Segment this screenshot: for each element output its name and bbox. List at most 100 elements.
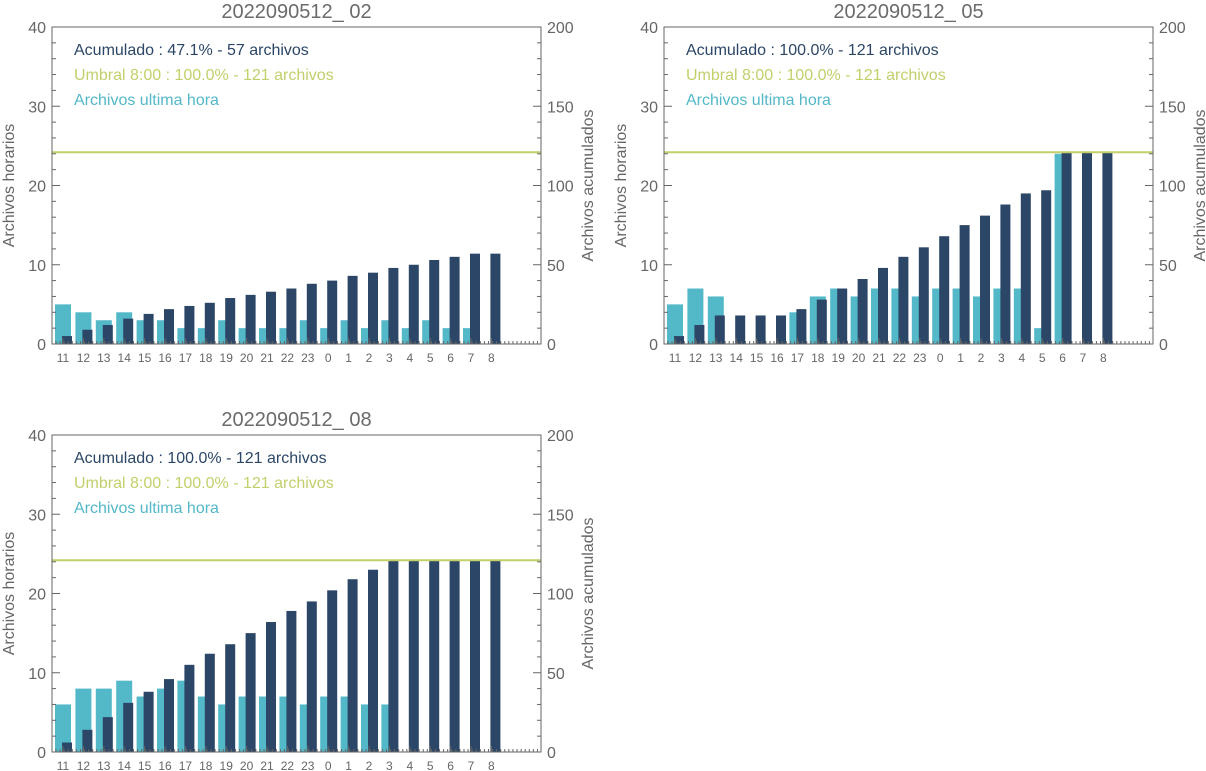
x-tick-label: 7 [1080, 351, 1087, 365]
x-tick-label: 18 [199, 351, 213, 365]
x-tick-label: 20 [240, 351, 254, 365]
cumulative-bar [388, 560, 399, 752]
x-tick-label: 5 [427, 759, 434, 771]
x-tick-label: 11 [57, 351, 70, 365]
x-tick-label: 23 [301, 759, 315, 771]
x-tick-label: 3 [386, 351, 393, 365]
right-axis-label: Archivos acumulados [580, 109, 597, 261]
cumulative-bar [82, 729, 93, 752]
x-tick-label: 6 [447, 351, 454, 365]
x-tick-label: 1 [957, 351, 964, 365]
cumulative-bar [286, 610, 297, 752]
cumulative-bar [694, 324, 705, 344]
x-tick-label: 17 [179, 759, 193, 771]
cumulative-bar [980, 215, 990, 344]
chart-title: 2022090512_ 08 [221, 409, 371, 431]
cumulative-bar [62, 742, 72, 752]
cumulative-bar [959, 225, 970, 344]
cumulative-bar [123, 702, 134, 752]
x-tick-label: 22 [281, 351, 295, 365]
cumulative-bar [347, 579, 358, 752]
cumulative-bar [204, 653, 215, 752]
cumulative-bar [164, 679, 174, 752]
x-tick-label: 2 [366, 351, 373, 365]
right-tick-label: 100 [547, 179, 574, 196]
x-tick-label: 16 [770, 351, 784, 365]
legend-entry: Acumulado : 100.0% - 121 archivos [74, 450, 327, 467]
cumulative-bar [1061, 152, 1072, 344]
x-tick-label: 3 [998, 351, 1005, 365]
x-tick-label: 5 [427, 351, 434, 365]
cumulative-bar [306, 601, 317, 752]
x-tick-label: 1 [345, 351, 352, 365]
right-tick-label: 100 [547, 587, 574, 604]
x-tick-label: 17 [179, 351, 193, 365]
x-tick-label: 21 [872, 351, 886, 365]
x-tick-label: 7 [468, 351, 475, 365]
left-axis-label: Archivos horarios [1, 532, 18, 656]
x-tick-label: 19 [832, 351, 846, 365]
cumulative-bar [327, 590, 338, 752]
cumulative-bar [143, 691, 154, 752]
cumulative-bar [368, 569, 378, 752]
x-tick-label: 13 [97, 759, 111, 771]
x-tick-label: 8 [1100, 351, 1107, 365]
cumulative-bar [62, 336, 72, 344]
left-tick-label: 40 [28, 20, 46, 37]
legend-entry: Umbral 8:00 : 100.0% - 121 archivos [74, 475, 334, 492]
cumulative-bar [735, 315, 746, 344]
cumulative-bar [388, 267, 399, 344]
left-axis-label: Archivos horarios [613, 124, 630, 248]
chart-title: 2022090512_ 05 [833, 1, 983, 23]
x-tick-label: 1 [345, 759, 352, 771]
cumulative-bar [368, 272, 378, 344]
x-tick-label: 6 [447, 759, 454, 771]
cumulative-bar [408, 264, 419, 344]
cumulative-bar [102, 717, 113, 752]
x-tick-label: 14 [118, 351, 132, 365]
x-tick-label: 7 [468, 759, 475, 771]
left-tick-label: 0 [37, 337, 46, 354]
x-tick-label: 16 [158, 351, 172, 365]
cumulative-bar [837, 288, 848, 344]
x-tick-label: 17 [791, 351, 805, 365]
cumulative-bar [266, 291, 276, 344]
x-tick-label: 2 [366, 759, 373, 771]
x-tick-label: 4 [1018, 351, 1025, 365]
cumulative-bar [143, 313, 154, 344]
chart-title: 2022090512_ 02 [221, 1, 371, 23]
cumulative-bar [878, 267, 888, 344]
right-tick-label: 100 [1159, 179, 1186, 196]
hourly-bar [667, 304, 683, 344]
cumulative-bar [306, 283, 317, 344]
right-tick-label: 0 [1159, 337, 1168, 354]
cumulative-bar [1082, 152, 1092, 344]
x-tick-label: 11 [57, 759, 70, 771]
cumulative-bar [857, 279, 868, 344]
legend-entry: Acumulado : 100.0% - 121 archivos [686, 42, 939, 59]
x-tick-label: 21 [260, 351, 274, 365]
x-tick-label: 4 [406, 759, 413, 771]
right-tick-label: 150 [547, 507, 574, 524]
right-tick-label: 0 [547, 337, 556, 354]
x-tick-label: 15 [138, 759, 152, 771]
right-tick-label: 200 [547, 20, 574, 37]
legend-entry: Archivos ultima hora [74, 92, 219, 109]
cumulative-bar [796, 309, 807, 344]
cumulative-bar [327, 280, 338, 344]
cumulative-bar [449, 256, 460, 344]
x-tick-label: 22 [893, 351, 907, 365]
cumulative-bar [1041, 190, 1052, 344]
left-axis-label: Archivos horarios [1, 124, 18, 248]
x-tick-label: 0 [937, 351, 944, 365]
cumulative-bar [164, 309, 174, 344]
x-tick-label: 13 [709, 351, 723, 365]
x-tick-label: 14 [730, 351, 744, 365]
legend-entry: Umbral 8:00 : 100.0% - 121 archivos [686, 67, 946, 84]
right-tick-label: 0 [547, 745, 556, 762]
hourly-bar [55, 704, 71, 752]
cumulative-bar [429, 560, 440, 752]
cumulative-bar [1000, 204, 1011, 344]
